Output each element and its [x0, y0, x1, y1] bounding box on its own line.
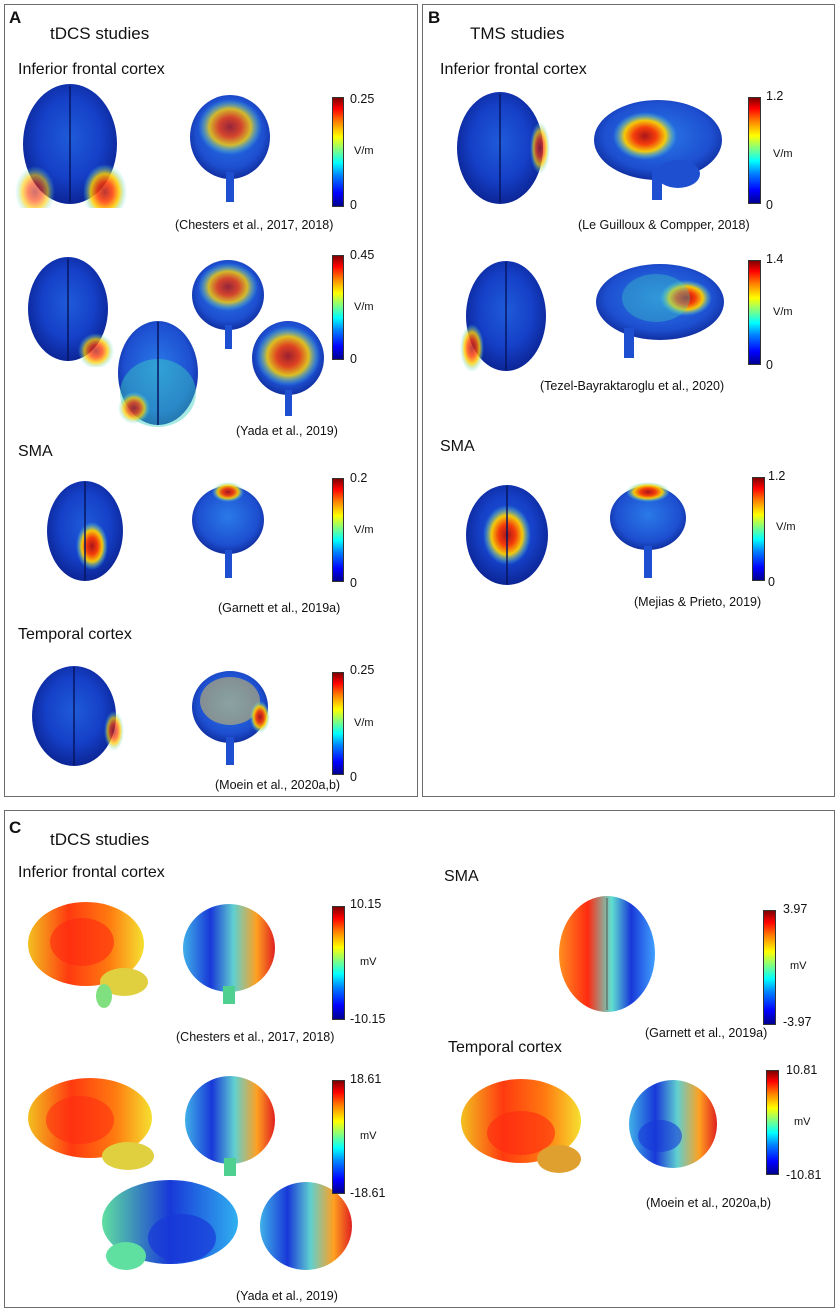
colorbar	[332, 906, 345, 1020]
colorbar-min-label: 0	[766, 198, 773, 212]
colorbar-unit-label: V/m	[354, 717, 374, 729]
panel-a-study-type: tDCS studies	[50, 24, 150, 43]
citation: (Moein et al., 2020a,b)	[646, 1196, 772, 1210]
colorbar-min-label: -3.97	[783, 1015, 812, 1029]
colorbar-min-label: 0	[350, 576, 357, 590]
brain-side-view	[594, 100, 722, 200]
citation: (Garnett et al., 2019a)	[218, 601, 341, 615]
citation: (Mejias & Prieto, 2019)	[634, 595, 762, 609]
brain-front-view	[183, 904, 275, 1004]
colorbar-unit-label: V/m	[354, 524, 374, 536]
panel-c-region-ifc: Inferior frontal cortex	[18, 864, 165, 881]
citation: (Yada et al., 2019)	[236, 424, 338, 438]
brain-front-view	[252, 321, 324, 416]
colorbar-unit-label: mV	[794, 1116, 811, 1128]
colorbar-max-label: 0.45	[350, 248, 375, 262]
brain-top-view	[28, 257, 114, 367]
colorbar-min-label: 0	[350, 198, 357, 212]
panel-c-letter: C	[9, 818, 22, 837]
colorbar-max-label: 0.25	[350, 663, 375, 677]
brain-front-view	[192, 482, 264, 578]
panel-a-letter: A	[9, 8, 22, 27]
colorbar	[748, 260, 761, 365]
brain-top-view	[460, 261, 546, 372]
brain-front-view	[629, 1080, 717, 1168]
colorbar-unit-label: V/m	[354, 145, 374, 157]
brain-top-view	[15, 84, 127, 208]
brain-top-view	[47, 481, 123, 581]
colorbar	[332, 255, 344, 360]
citation: (Moein et al., 2020a,b)	[215, 778, 341, 792]
colorbar	[332, 97, 344, 207]
colorbar-unit-label: V/m	[773, 306, 793, 318]
panel-b-letter: B	[428, 8, 441, 27]
brain-front-view	[260, 1182, 352, 1270]
brain-side-view	[102, 1180, 238, 1270]
citation: (Chesters et al., 2017, 2018)	[176, 1030, 335, 1044]
panel-a-region-temporal: Temporal cortex	[18, 626, 132, 643]
colorbar-max-label: 3.97	[783, 902, 808, 916]
colorbar-max-label: 1.2	[768, 469, 786, 483]
brain-side-view	[28, 1078, 154, 1170]
colorbar-max-label: 0.25	[350, 92, 375, 106]
colorbar	[332, 1080, 345, 1194]
brain-front-view	[610, 482, 686, 578]
colorbar-max-label: 10.81	[786, 1063, 818, 1077]
panel-a-region-ifc: Inferior frontal cortex	[18, 61, 165, 78]
panel-b-study-type: TMS studies	[470, 24, 565, 43]
colorbar-min-label: -10.81	[786, 1168, 822, 1182]
colorbar-min-label: 0	[768, 575, 775, 589]
brain-side-view	[596, 264, 724, 358]
brain-top-view	[559, 896, 655, 1012]
colorbar	[752, 477, 765, 581]
colorbar-max-label: 1.4	[766, 252, 784, 266]
colorbar	[766, 1070, 779, 1175]
brain-front-view	[190, 95, 270, 202]
colorbar-unit-label: mV	[790, 960, 807, 972]
colorbar-unit-label: V/m	[354, 301, 374, 313]
brain-front-view	[185, 1076, 275, 1176]
panel-c-study-type: tDCS studies	[50, 830, 150, 849]
brain-front-view	[192, 671, 270, 765]
colorbar	[332, 672, 344, 775]
colorbar-min-label: 0	[766, 358, 773, 372]
panel-b-region-sma: SMA	[440, 438, 475, 455]
citation: (Garnett et al., 2019a)	[645, 1026, 768, 1040]
brain-top-view	[457, 92, 550, 204]
panel-b-region-ifc: Inferior frontal cortex	[440, 61, 587, 78]
citation: (Yada et al., 2019)	[236, 1289, 338, 1303]
colorbar-unit-label: mV	[360, 956, 377, 968]
colorbar-unit-label: V/m	[773, 148, 793, 160]
brain-top-view	[118, 321, 198, 427]
colorbar-max-label: 0.2	[350, 471, 368, 485]
colorbar-max-label: 18.61	[350, 1072, 382, 1086]
colorbar-min-label: -10.15	[350, 1012, 386, 1026]
panel-a-region-sma: SMA	[18, 443, 53, 460]
citation: (Tezel-Bayraktaroglu et al., 2020)	[540, 379, 725, 393]
colorbar-min-label: 0	[350, 770, 357, 784]
citation: (Le Guilloux & Compper, 2018)	[578, 218, 750, 232]
colorbar-min-label: 0	[350, 352, 357, 366]
colorbar	[763, 910, 776, 1025]
colorbar-unit-label: V/m	[776, 521, 796, 533]
colorbar	[748, 97, 761, 204]
colorbar-unit-label: mV	[360, 1130, 377, 1142]
colorbar-max-label: 10.15	[350, 897, 382, 911]
brain-top-view	[32, 666, 124, 766]
colorbar	[332, 478, 344, 582]
panel-c-region-sma: SMA	[444, 868, 479, 885]
citation: (Chesters et al., 2017, 2018)	[175, 218, 334, 232]
colorbar-max-label: 1.2	[766, 89, 784, 103]
brain-front-view	[192, 260, 264, 349]
colorbar-min-label: -18.61	[350, 1186, 386, 1200]
brain-top-view	[466, 485, 548, 585]
brain-side-view	[28, 902, 148, 1008]
panel-c-region-temporal: Temporal cortex	[448, 1039, 562, 1056]
brain-side-view	[461, 1079, 581, 1173]
